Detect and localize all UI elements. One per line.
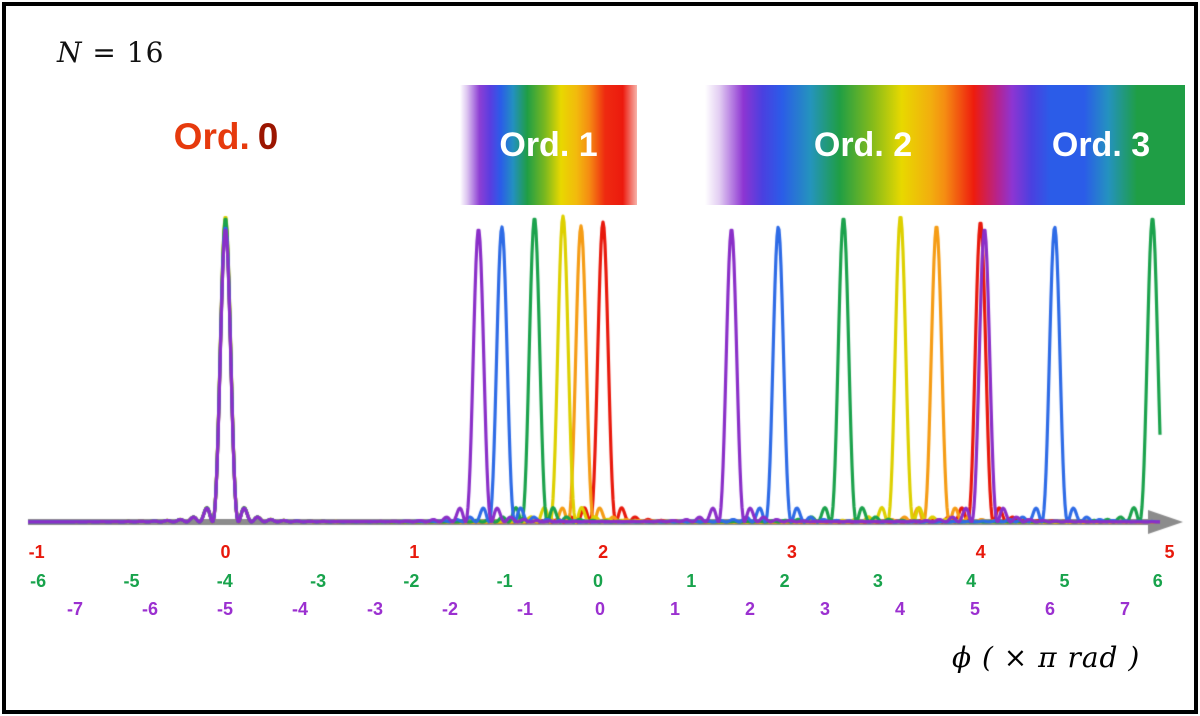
tick-label: 7 xyxy=(1119,599,1131,619)
tick-label: -7 xyxy=(66,599,84,619)
x-axis-label: ϕ ( × π rad ) xyxy=(952,641,1141,674)
tick-label: 3 xyxy=(819,599,831,619)
tick-label: -2 xyxy=(441,599,459,619)
order-2-label: Ord. 2 xyxy=(813,125,913,164)
tick-label: 4 xyxy=(975,542,986,562)
tick-label: 1 xyxy=(409,542,420,562)
tick-label: -5 xyxy=(123,571,140,591)
tick-label: -3 xyxy=(310,571,327,591)
tick-label: 6 xyxy=(1152,571,1163,591)
tick-label: -6 xyxy=(30,571,47,591)
tick-label: -4 xyxy=(291,599,309,619)
tick-label: -4 xyxy=(216,571,233,591)
figure-title: N = 16 xyxy=(57,36,164,69)
order-0-prefix: Ord. xyxy=(173,116,250,157)
tick-label: 4 xyxy=(894,599,906,619)
tick-label: 3 xyxy=(786,542,797,562)
title-value: = 16 xyxy=(82,36,165,69)
order-1-label: Ord. 1 xyxy=(499,125,598,164)
order-0-label: Ord. 0 xyxy=(174,116,279,158)
tick-label: 3 xyxy=(872,571,883,591)
tick-label: 0 xyxy=(220,542,231,562)
tick-label: 6 xyxy=(1044,599,1056,619)
tick-label: 2 xyxy=(779,571,790,591)
tick-label: 2 xyxy=(744,599,756,619)
tick-label: 2 xyxy=(598,542,609,562)
tick-label: 1 xyxy=(669,599,681,619)
spectrum-band-order-2-3: Ord. 2 Ord. 3 xyxy=(705,85,1185,205)
tick-label: 0 xyxy=(594,599,606,619)
order-0-number: 0 xyxy=(257,116,279,157)
title-variable: N xyxy=(57,36,83,69)
tick-label: -3 xyxy=(366,599,384,619)
tick-label: 5 xyxy=(1059,571,1070,591)
tick-label: 4 xyxy=(966,571,977,591)
tick-label: 5 xyxy=(1164,542,1175,562)
tick-label: -1 xyxy=(496,571,513,591)
tick-label: 1 xyxy=(686,571,697,591)
tick-label: -6 xyxy=(141,599,159,619)
tick-label: -1 xyxy=(28,542,45,562)
tick-label: -1 xyxy=(516,599,534,619)
spectrum-band-order-1: Ord. 1 xyxy=(460,85,637,205)
tick-label: 5 xyxy=(969,599,981,619)
tick-label: -5 xyxy=(216,599,234,619)
order-3-label: Ord. 3 xyxy=(1051,125,1151,164)
tick-label: -2 xyxy=(403,571,420,591)
tick-label: 0 xyxy=(592,571,604,591)
